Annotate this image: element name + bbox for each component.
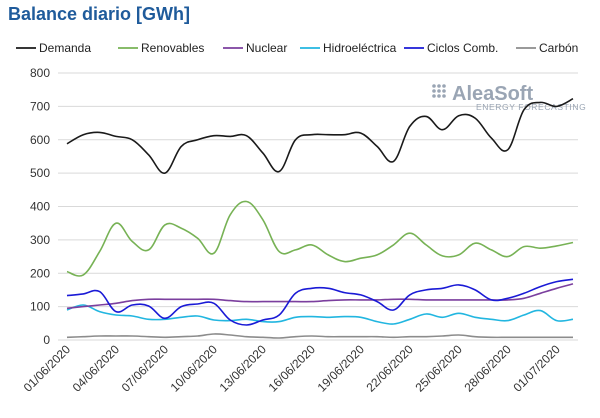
series-lines	[66, 97, 574, 339]
x-tick-label: 01/06/2020	[21, 342, 74, 395]
legend-label-demanda: Demanda	[39, 41, 91, 55]
legend-label-ciclos-comb: Ciclos Comb.	[427, 41, 498, 55]
x-tick-label: 28/06/2020	[461, 342, 514, 395]
x-tick-label: 19/06/2020	[315, 342, 368, 395]
x-tick-label: 07/06/2020	[119, 342, 172, 395]
series-line-hidroelectrica	[66, 304, 574, 325]
y-tick-label: 400	[30, 200, 50, 214]
x-tick-label: 16/06/2020	[266, 342, 319, 395]
y-tick-label: 100	[30, 300, 50, 314]
y-tick-label: 500	[30, 166, 50, 180]
x-tick-label: 25/06/2020	[412, 342, 465, 395]
logo-dot	[432, 84, 436, 88]
legend-label-renovables: Renovables	[141, 41, 204, 55]
grid-lines	[58, 72, 578, 341]
logo-dot	[437, 89, 441, 93]
legend-label-carbon: Carbón	[539, 41, 578, 55]
legend: Demanda Renovables Nuclear Hidroeléctrica Ci…	[16, 41, 578, 55]
logo-dot	[432, 89, 436, 93]
logo-name: AleaSoft	[452, 83, 533, 105]
logo-dot	[437, 94, 441, 98]
series-line-renovables	[66, 200, 574, 277]
series-line-ciclos-comb	[66, 278, 574, 326]
y-tick-label: 700	[30, 99, 50, 113]
axis-ticks: 0 100 200 300 400 500 600 700 800 01/06/202004/06…	[21, 66, 563, 395]
y-tick-label: 600	[30, 133, 50, 147]
legend-label-hidroelectrica: Hidroeléctrica	[323, 41, 397, 55]
logo-tagline: ENERGY FORECASTING	[476, 102, 586, 112]
x-tick-label: 01/07/2020	[510, 342, 563, 395]
legend-label-nuclear: Nuclear	[246, 41, 287, 55]
y-tick-label: 0	[43, 333, 50, 347]
y-tick-label: 800	[30, 66, 50, 80]
logo-dot	[442, 89, 446, 93]
series-line-demanda	[66, 97, 574, 174]
logo-dot	[442, 84, 446, 88]
y-tick-label: 200	[30, 266, 50, 280]
series-line-carbon	[66, 333, 573, 339]
x-tick-label: 10/06/2020	[168, 342, 221, 395]
x-tick-label: 04/06/2020	[70, 342, 123, 395]
logo-dot	[437, 84, 441, 88]
x-tick-label: 13/06/2020	[217, 342, 270, 395]
chart-title: Balance diario [GWh]	[8, 4, 191, 24]
y-tick-label: 300	[30, 233, 50, 247]
logo-dot	[442, 94, 446, 98]
logo-dot	[432, 94, 436, 98]
x-tick-label: 22/06/2020	[364, 342, 417, 395]
